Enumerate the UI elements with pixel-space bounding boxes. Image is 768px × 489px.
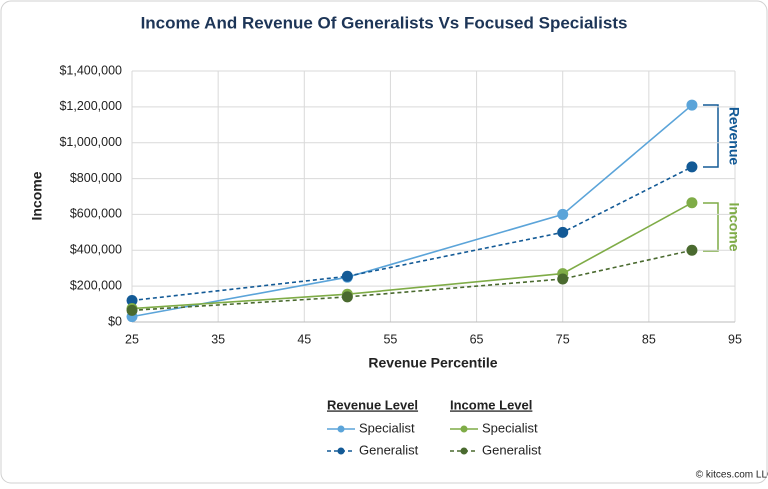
y-tick-label: $200,000: [70, 278, 122, 292]
legend-label: Generalist: [482, 442, 542, 457]
series-line: [131, 249, 693, 312]
x-tick-label: 95: [728, 332, 742, 346]
legend-label: Specialist: [482, 420, 538, 435]
data-point: [341, 291, 353, 303]
data-point: [126, 294, 138, 306]
y-tick-label: $1,000,000: [59, 135, 122, 149]
x-tick-label: 65: [470, 332, 484, 346]
data-point: [686, 161, 698, 173]
x-tick-label: 55: [383, 332, 397, 346]
footer: © kitces.com LLC: [696, 470, 768, 481]
data-point: [557, 273, 569, 285]
y-tick-label: $800,000: [70, 171, 122, 185]
y-axis-label: Income: [29, 171, 45, 220]
series-line: [131, 104, 693, 318]
series-line: [131, 202, 693, 310]
x-tick-label: 45: [297, 332, 311, 346]
data-point: [341, 270, 353, 282]
legend-marker: [337, 425, 345, 433]
data-point: [557, 208, 569, 220]
chart-title: Income And Revenue Of Generalists Vs Foc…: [141, 13, 628, 32]
x-tick-label: 85: [642, 332, 656, 346]
legend-title: Income Level: [450, 397, 532, 412]
x-tick-label: 35: [211, 332, 225, 346]
x-tick-label: 25: [125, 332, 139, 346]
y-tick-label: $600,000: [70, 207, 122, 221]
y-tick-label: $400,000: [70, 243, 122, 257]
x-axis-label: Revenue Percentile: [368, 355, 497, 371]
legend-marker: [460, 447, 468, 455]
data-point: [686, 197, 698, 209]
annotation: Income: [726, 202, 742, 251]
legend-label: Generalist: [359, 442, 419, 457]
y-tick-label: $1,200,000: [59, 99, 122, 113]
series-line: [131, 166, 693, 302]
legend-title: Revenue Level: [327, 397, 418, 412]
legend-marker: [460, 425, 468, 433]
data-point: [557, 226, 569, 238]
y-tick-label: $1,400,000: [59, 63, 122, 77]
x-tick-label: 75: [556, 332, 570, 346]
income-bracket: [703, 202, 719, 252]
data-point: [686, 244, 698, 256]
legend-label: Specialist: [359, 420, 415, 435]
data-point: [686, 99, 698, 111]
annotation: Revenue: [726, 107, 742, 166]
data-point: [126, 304, 138, 316]
revenue-bracket: [703, 104, 719, 168]
legend-marker: [337, 447, 345, 455]
y-tick-label: $0: [108, 314, 122, 328]
